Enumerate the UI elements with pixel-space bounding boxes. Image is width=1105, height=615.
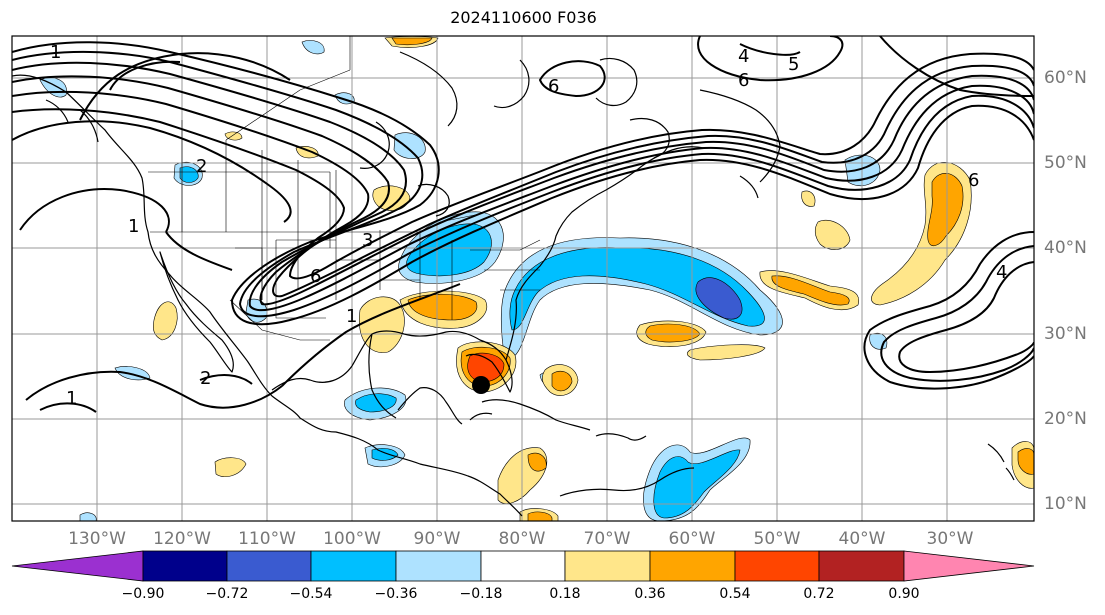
colorbar-segment (564, 550, 651, 582)
contour-label: 2 (196, 156, 207, 177)
negative-anomaly-area (301, 40, 325, 55)
negative-anomaly-area (653, 449, 741, 519)
positive-anomaly-area (687, 344, 766, 361)
positive-anomaly-area (467, 352, 505, 383)
longitude-label: 30°W (926, 529, 974, 549)
positive-anomaly-area (551, 370, 573, 392)
positive-anomaly-area (1017, 448, 1034, 475)
colorbar (11, 550, 1035, 582)
longitude-label: 60°W (668, 529, 716, 549)
contour-label-group: 1 1 1 1 2 2 3 4 4 5 6 6 6 6 (50, 42, 1007, 409)
colorbar-segment (649, 550, 736, 582)
positive-anomaly-area (391, 37, 433, 46)
positive-anomaly-area (771, 275, 850, 306)
colorbar-tick-label: 0.90 (888, 586, 920, 602)
map-frame (11, 35, 1035, 522)
colorbar-segment (310, 550, 397, 582)
colorbar-tick-label: 0.36 (634, 586, 666, 602)
longitude-label: 70°W (583, 529, 631, 549)
positive-anomaly-area (214, 457, 247, 477)
contour-label: 2 (200, 368, 211, 389)
colorbar-segment (142, 550, 228, 582)
latitude-label: 10°N (1044, 494, 1087, 514)
positive-anomaly-area (527, 452, 547, 472)
contour-lines (12, 36, 1034, 413)
colorbar-segment (395, 550, 482, 582)
longitude-label: 100°W (323, 529, 381, 549)
colorbar-tick-label: −0.36 (374, 586, 418, 602)
colorbar-tick-label: 0.18 (549, 586, 581, 602)
latitude-label: 50°N (1044, 153, 1087, 173)
storm-position-marker (472, 376, 490, 394)
longitude-label: 40°W (838, 529, 886, 549)
negative-anomaly-area (79, 512, 97, 521)
colorbar-segment (818, 550, 905, 582)
contour-label: 6 (968, 170, 979, 191)
longitude-label: 50°W (753, 529, 801, 549)
contour-label: 6 (548, 76, 559, 97)
contour-label: 1 (346, 306, 357, 327)
latitude-label: 60°N (1044, 68, 1087, 88)
longitude-label: 120°W (153, 529, 211, 549)
positive-anomaly-area (927, 173, 964, 247)
positive-anomaly-area (407, 293, 478, 321)
longitude-label: 90°W (413, 529, 461, 549)
latitude-label: 40°N (1044, 238, 1087, 258)
positive-anomaly-area (814, 220, 851, 250)
negative-anomaly-area (393, 132, 426, 159)
contour-label: 4 (996, 262, 1007, 283)
colorbar-segment (226, 550, 312, 582)
colorbar-segment (11, 550, 144, 582)
longitude-label: 110°W (238, 529, 296, 549)
colorbar-tick-label: −0.18 (459, 586, 503, 602)
colorbar-tick-label: −0.54 (289, 586, 333, 602)
contour-label: 6 (738, 70, 749, 91)
negative-anomaly-area (355, 393, 397, 413)
colorbar-tick-label: −0.90 (121, 586, 165, 602)
contour-label: 1 (50, 42, 61, 63)
colorbar-segment (480, 550, 566, 582)
contour-label: 5 (788, 54, 799, 75)
negative-anomaly-area (371, 448, 399, 461)
contour-label: 1 (128, 216, 139, 237)
colorbar-tick-label: −0.72 (205, 586, 249, 602)
latitude-label: 20°N (1044, 409, 1087, 429)
positive-anomaly-area (645, 323, 701, 343)
latitude-label: 30°N (1044, 324, 1087, 344)
contour-label: 1 (66, 388, 77, 409)
colorbar-segment (734, 550, 820, 582)
contour-label: 4 (738, 46, 749, 67)
positive-anomaly-area (295, 146, 319, 159)
political-borders (148, 36, 541, 341)
contour-label: 3 (362, 230, 373, 251)
positive-anomaly-area (801, 190, 816, 207)
negative-anomaly-area (695, 277, 743, 320)
positive-anomaly-area (152, 301, 178, 341)
negative-anomaly-area (179, 166, 199, 183)
contour-label: 6 (310, 266, 321, 287)
map-title: 2024110600 F036 (450, 8, 597, 27)
longitude-label: 130°W (68, 529, 126, 549)
colorbar-segment (903, 550, 1035, 582)
colorbar-tick-label: 0.72 (803, 586, 835, 602)
longitude-label: 80°W (498, 529, 546, 549)
colorbar-tick-label: 0.54 (719, 586, 751, 602)
